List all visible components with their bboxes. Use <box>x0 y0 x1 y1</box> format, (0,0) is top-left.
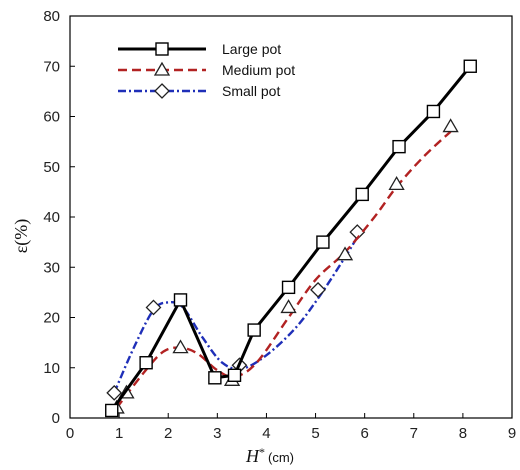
large-pot-point <box>392 139 406 154</box>
y-tick-label: 0 <box>52 410 60 427</box>
series-layer <box>105 59 477 418</box>
y-tick-label: 10 <box>43 360 60 377</box>
large-pot-point <box>355 187 369 202</box>
x-tick-label: 5 <box>311 425 319 442</box>
legend-label-small-pot: Small pot <box>222 83 280 99</box>
x-tick-label: 6 <box>360 425 368 442</box>
y-tick-label: 70 <box>43 58 60 75</box>
legend-label-large-pot: Large pot <box>222 41 281 57</box>
x-tick-label: 0 <box>66 425 74 442</box>
x-axis-label: H* (cm) <box>245 445 294 466</box>
medium-pot-point <box>336 246 354 261</box>
x-tick-label: 7 <box>410 425 418 442</box>
legend-label-medium-pot: Medium pot <box>222 62 295 78</box>
large-pot-point <box>227 368 242 382</box>
y-tick-label: 60 <box>43 109 60 126</box>
legend: Large pot Medium pot Small pot <box>118 41 295 99</box>
x-tick-label: 4 <box>262 425 270 442</box>
y-tick-label: 40 <box>43 209 60 226</box>
x-tick-label: 2 <box>164 425 172 442</box>
medium-pot-point <box>280 299 297 314</box>
y-tick-label: 80 <box>43 8 60 25</box>
medium-pot-point <box>442 118 459 133</box>
x-tick-label: 8 <box>459 425 467 442</box>
small-pot-point <box>145 299 162 316</box>
large-pot-point <box>463 59 477 73</box>
medium-pot-point <box>172 339 189 354</box>
x-tick-label: 3 <box>213 425 221 442</box>
medium-pot-point <box>388 176 405 190</box>
small-pot-point <box>106 384 123 401</box>
axis-ticks: 0 1 2 3 4 5 6 7 8 9 0 10 20 30 40 50 60 70 80 <box>43 8 516 442</box>
x-axis-symbol: H <box>245 446 260 466</box>
x-axis-unit: (cm) <box>268 450 294 465</box>
large-pot-point <box>173 293 188 307</box>
axis-titles: ε(%) H* (cm) <box>11 219 294 466</box>
legend-marker-medium-pot <box>153 61 171 76</box>
large-pot-point <box>281 280 296 295</box>
x-tick-label: 9 <box>508 425 516 442</box>
x-axis-sup: * <box>259 445 265 459</box>
legend-marker-large-pot <box>155 42 169 56</box>
series-large-pot <box>105 59 477 418</box>
large-pot-point <box>208 371 222 385</box>
large-pot-point <box>316 235 330 249</box>
y-tick-label: 30 <box>43 259 60 276</box>
series-medium-pot <box>108 118 459 414</box>
y-axis-label: ε(%) <box>11 219 32 254</box>
x-tick-label: 1 <box>115 425 123 442</box>
large-pot-line <box>110 65 472 412</box>
large-pot-point <box>139 356 153 370</box>
legend-marker-small-pot <box>154 83 170 99</box>
large-pot-point <box>426 104 441 119</box>
y-tick-label: 20 <box>43 310 60 327</box>
medium-pot-line <box>115 130 452 409</box>
large-pot-point <box>105 403 119 418</box>
large-pot-point <box>247 323 261 337</box>
y-tick-label: 50 <box>43 159 60 176</box>
small-pot-point <box>310 281 326 298</box>
